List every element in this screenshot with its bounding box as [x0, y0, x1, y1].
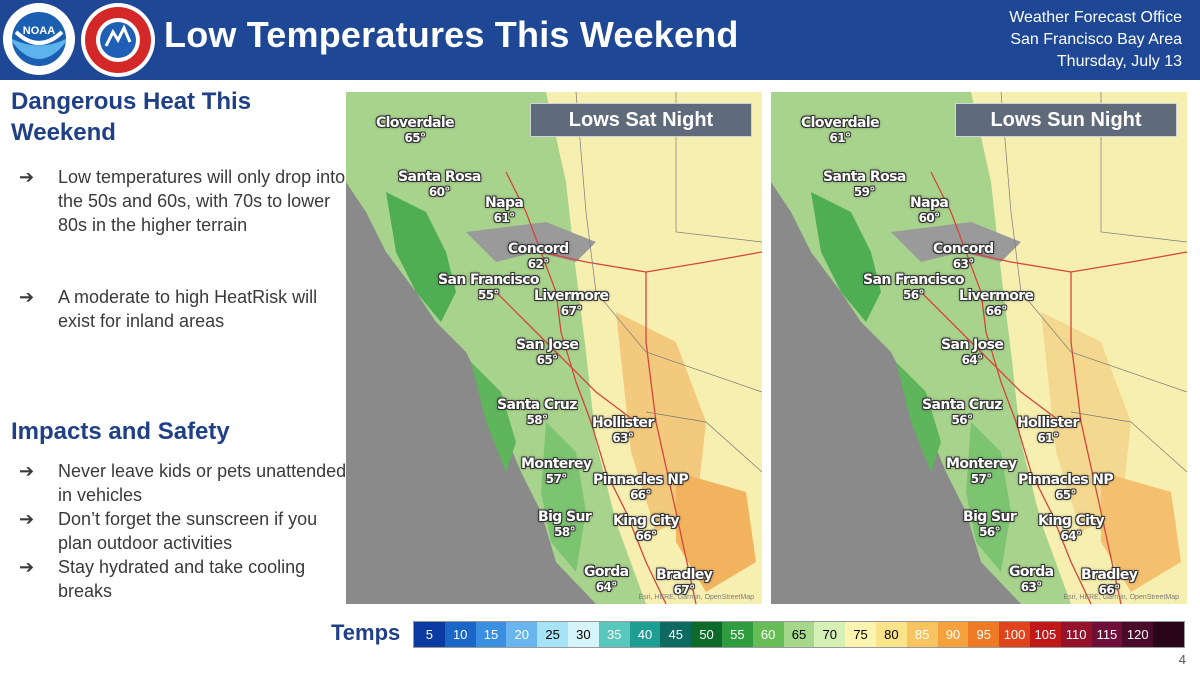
map-caption: Lows Sat Night — [530, 103, 752, 137]
arrow-icon: ➔ — [19, 557, 35, 577]
legend-cell: 60 — [752, 622, 784, 647]
bullet-text: Never leave kids or pets unattended in v… — [58, 461, 347, 505]
heat-bullet-1: ➔ Low temperatures will only drop into t… — [19, 165, 349, 237]
legend-cell: 25 — [537, 622, 568, 647]
legend-cell: 105 — [1029, 622, 1061, 647]
section-heat-title: Dangerous Heat This Weekend — [11, 88, 252, 146]
city-label-cloverdale: Cloverdale 65° — [376, 115, 455, 146]
page-title: Low Temperatures This Weekend — [164, 14, 739, 55]
legend-cell — [1153, 622, 1184, 647]
arrow-icon: ➔ — [19, 461, 35, 481]
city-label-san-francisco: San Francisco 55° — [438, 272, 540, 303]
legend-cell: 95 — [968, 622, 1000, 647]
legend-cell: 85 — [906, 622, 938, 647]
city-label-santa-cruz: Santa Cruz 56° — [922, 397, 1002, 428]
city-label-big-sur: Big Sur 56° — [963, 509, 1017, 540]
legend-cell: 5 — [414, 622, 445, 647]
city-label-gorda: Gorda 64° — [584, 564, 629, 595]
bullet-text: Don’t forget the sunscreen if you plan o… — [58, 509, 318, 553]
city-label-cloverdale: Cloverdale 61° — [801, 115, 880, 146]
city-label-livermore: Livermore 66° — [959, 288, 1034, 319]
city-label-santa-rosa: Santa Rosa 60° — [398, 169, 481, 200]
impacts-bullet-1: ➔ Never leave kids or pets unattended in… — [19, 459, 349, 507]
city-label-monterey: Monterey 57° — [946, 456, 1017, 487]
bullet-text: A moderate to high HeatRisk will exist f… — [58, 287, 318, 331]
legend-cell: 120 — [1122, 622, 1154, 647]
section-impacts-title: Impacts and Safety — [11, 418, 230, 445]
city-label-king-city: King City 66° — [613, 513, 680, 544]
arrow-icon: ➔ — [19, 167, 35, 187]
city-label-santa-cruz: Santa Cruz 58° — [497, 397, 577, 428]
legend-cell: 45 — [660, 622, 692, 647]
city-label-san-francisco: San Francisco 56° — [863, 272, 965, 303]
legend-cell: 50 — [691, 622, 722, 647]
arrow-icon: ➔ — [19, 287, 35, 307]
city-label-pinnacles-np: Pinnacles NP 66° — [593, 472, 689, 503]
temperature-legend: 5 10 15 20 25 30 35 40 45 50 55 60 65 70 75 80 85 90 95 100… — [413, 621, 1185, 648]
legend-cell: 100 — [999, 622, 1030, 647]
temperature-map — [346, 92, 762, 604]
map-panel-saturday: Lows Sat Night Cloverdale 65° Santa Rosa 6… — [346, 92, 762, 604]
city-label-king-city: King City 64° — [1038, 513, 1105, 544]
map-credit: Esri, HERE, Garmin, OpenStreetMap — [1063, 594, 1179, 601]
legend-cell: 55 — [721, 622, 753, 647]
city-label-hollister: Hollister 61° — [1017, 415, 1079, 446]
legend-cell: 35 — [598, 622, 630, 647]
heat-bullet-2: ➔ A moderate to high HeatRisk will exist… — [19, 285, 349, 333]
noaa-logo: NOAA — [3, 3, 75, 75]
city-label-concord: Concord 63° — [933, 241, 994, 272]
office-area: San Francisco Bay Area — [1010, 31, 1182, 48]
legend-cell: 10 — [444, 622, 476, 647]
legend-cell: 65 — [783, 622, 815, 647]
legend-cell: 80 — [875, 622, 907, 647]
city-label-pinnacles-np: Pinnacles NP 65° — [1018, 472, 1114, 503]
forecast-date: Thursday, July 13 — [1056, 53, 1182, 70]
city-label-san-jose: San Jose 64° — [941, 337, 1004, 368]
city-label-gorda: Gorda 63° — [1009, 564, 1054, 595]
office-name: Weather Forecast Office — [1009, 9, 1182, 26]
arrow-icon: ➔ — [19, 509, 35, 529]
legend-cell: 110 — [1060, 622, 1092, 647]
legend-cell: 20 — [506, 622, 538, 647]
map-panel-sunday: Lows Sun Night Cloverdale 61° Santa Rosa 5… — [771, 92, 1187, 604]
legend-cell: 75 — [845, 622, 876, 647]
office-info: Weather Forecast Office San Francisco Ba… — [1009, 7, 1182, 73]
temperature-map — [771, 92, 1187, 604]
header-bar: NOAA Low Temperatures This Weekend Weath… — [0, 0, 1200, 80]
page-number: 4 — [1178, 652, 1186, 667]
map-caption: Lows Sun Night — [955, 103, 1177, 137]
city-label-concord: Concord 62° — [508, 241, 569, 272]
legend-cell: 70 — [814, 622, 846, 647]
city-label-santa-rosa: Santa Rosa 59° — [823, 169, 906, 200]
legend-label: Temps — [331, 620, 401, 645]
city-label-hollister: Hollister 63° — [592, 415, 654, 446]
city-label-livermore: Livermore 67° — [534, 288, 609, 319]
legend-cell: 115 — [1091, 622, 1123, 647]
impacts-bullet-2: ➔ Don’t forget the sunscreen if you plan… — [19, 507, 349, 555]
legend-cell: 90 — [937, 622, 969, 647]
bullet-text: Low temperatures will only drop into the… — [58, 167, 346, 235]
impacts-bullet-3: ➔ Stay hydrated and take cooling breaks — [19, 555, 349, 603]
legend-cell: 40 — [629, 622, 661, 647]
city-label-napa: Napa 60° — [910, 195, 949, 226]
legend-cell: 15 — [475, 622, 507, 647]
city-label-bradley: Bradley 67° — [656, 567, 713, 598]
legend-cell: 30 — [567, 622, 599, 647]
city-label-napa: Napa 61° — [485, 195, 524, 226]
city-label-san-jose: San Jose 65° — [516, 337, 579, 368]
city-label-monterey: Monterey 57° — [521, 456, 592, 487]
map-credit: Esri, HERE, Garmin, OpenStreetMap — [638, 594, 754, 601]
bullet-text: Stay hydrated and take cooling breaks — [58, 557, 306, 601]
nws-logo — [81, 3, 155, 77]
city-label-big-sur: Big Sur 58° — [538, 509, 592, 540]
noaa-logo-text: NOAA — [23, 25, 55, 37]
city-label-bradley: Bradley 66° — [1081, 567, 1138, 598]
